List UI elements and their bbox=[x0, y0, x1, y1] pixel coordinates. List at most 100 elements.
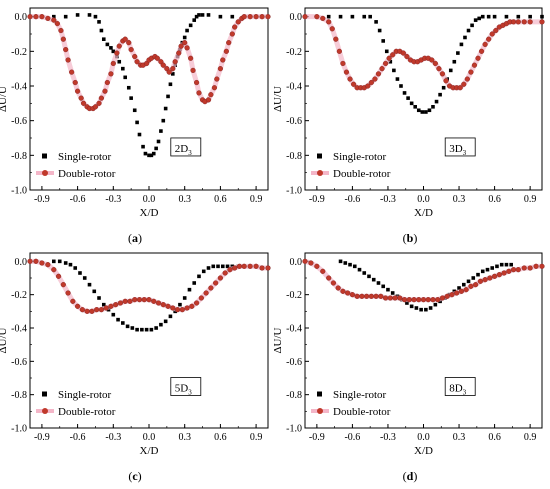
data-point bbox=[335, 285, 341, 291]
data-point bbox=[377, 28, 382, 33]
y-tick-label: -0.2 bbox=[286, 47, 302, 58]
data-point bbox=[168, 314, 173, 319]
data-point bbox=[45, 15, 51, 22]
data-point bbox=[367, 274, 371, 279]
data-point bbox=[236, 263, 243, 269]
data-point bbox=[206, 13, 211, 17]
data-point bbox=[486, 36, 492, 42]
data-point bbox=[338, 14, 343, 19]
data-point bbox=[409, 304, 414, 309]
data-point bbox=[179, 307, 185, 313]
data-point bbox=[33, 14, 39, 20]
data-point bbox=[499, 262, 504, 267]
data-point bbox=[189, 303, 195, 309]
data-point bbox=[368, 293, 374, 299]
data-point bbox=[184, 305, 190, 311]
data-point bbox=[159, 322, 163, 327]
data-point bbox=[431, 105, 435, 109]
legend-marker bbox=[42, 170, 48, 176]
series-single-rotor bbox=[28, 13, 270, 158]
data-point bbox=[69, 69, 75, 75]
data-point bbox=[208, 92, 214, 98]
data-point bbox=[143, 151, 148, 156]
data-point bbox=[92, 104, 99, 110]
data-point bbox=[428, 306, 433, 310]
data-point bbox=[217, 275, 224, 281]
data-point bbox=[338, 259, 343, 264]
data-point bbox=[155, 300, 162, 306]
data-point bbox=[416, 297, 422, 303]
data-point bbox=[130, 326, 135, 330]
data-point bbox=[216, 264, 220, 269]
series-double-rotor bbox=[302, 258, 545, 303]
data-point bbox=[362, 14, 367, 19]
data-point bbox=[73, 266, 78, 270]
data-point bbox=[384, 49, 389, 54]
y-tick-label: 0.0 bbox=[290, 257, 303, 268]
data-point bbox=[135, 327, 139, 332]
data-point bbox=[314, 14, 320, 20]
data-point bbox=[113, 302, 119, 308]
data-point bbox=[166, 94, 170, 99]
station-label: 3D3 bbox=[449, 143, 466, 157]
data-point bbox=[121, 66, 125, 71]
data-point bbox=[39, 260, 45, 266]
data-point bbox=[127, 298, 133, 304]
data-point bbox=[343, 69, 350, 75]
y-tick-label: -0.8 bbox=[286, 390, 302, 401]
data-point bbox=[188, 23, 193, 28]
data-point bbox=[430, 297, 436, 303]
data-point bbox=[487, 275, 493, 281]
data-point bbox=[489, 31, 495, 37]
data-point bbox=[326, 14, 331, 19]
data-point bbox=[165, 303, 171, 309]
x-tick-label: 0.0 bbox=[143, 194, 156, 205]
panel-caption: (a) bbox=[128, 231, 142, 245]
data-point bbox=[141, 297, 147, 303]
x-tick-label: -0.9 bbox=[34, 194, 50, 205]
data-point bbox=[235, 19, 241, 25]
data-point bbox=[134, 59, 140, 65]
data-point bbox=[336, 48, 342, 54]
data-point bbox=[74, 303, 81, 309]
station-label-box bbox=[170, 137, 202, 157]
station-label-box bbox=[170, 377, 202, 396]
data-point bbox=[122, 36, 128, 42]
y-tick-label: -0.4 bbox=[286, 324, 302, 335]
data-point bbox=[444, 293, 450, 299]
station-label: 8D3 bbox=[449, 383, 466, 397]
data-point bbox=[87, 13, 92, 17]
data-point bbox=[174, 307, 181, 313]
data-point bbox=[539, 263, 545, 269]
data-point bbox=[108, 303, 114, 309]
data-point bbox=[154, 326, 158, 330]
data-point bbox=[129, 96, 133, 100]
data-point bbox=[485, 267, 490, 272]
data-point bbox=[247, 14, 253, 20]
y-tick-label: 0.0 bbox=[15, 12, 28, 23]
data-point bbox=[406, 96, 410, 100]
legend-label: Double-rotor bbox=[333, 406, 391, 418]
data-point bbox=[343, 261, 348, 265]
y-tick-label: -0.4 bbox=[11, 82, 27, 93]
data-point bbox=[376, 281, 381, 285]
data-point bbox=[205, 97, 212, 103]
data-point bbox=[527, 265, 533, 271]
x-tick-label: 0.6 bbox=[214, 432, 227, 443]
y-tick-label: -0.6 bbox=[11, 116, 27, 127]
data-point bbox=[197, 274, 201, 279]
data-point bbox=[371, 277, 376, 282]
x-tick-label: 0.9 bbox=[250, 194, 263, 205]
x-tick-label: -0.3 bbox=[105, 194, 121, 205]
x-tick-label: 0.3 bbox=[453, 194, 466, 205]
x-tick-label: 0.9 bbox=[250, 432, 263, 443]
data-point bbox=[211, 85, 218, 91]
data-point bbox=[229, 31, 235, 37]
data-point bbox=[70, 298, 76, 304]
data-point bbox=[241, 263, 247, 269]
plot-frame bbox=[304, 252, 543, 429]
data-point bbox=[84, 308, 90, 314]
x-tick-label: -0.6 bbox=[70, 194, 86, 205]
data-point bbox=[468, 283, 474, 289]
data-point bbox=[388, 59, 393, 64]
